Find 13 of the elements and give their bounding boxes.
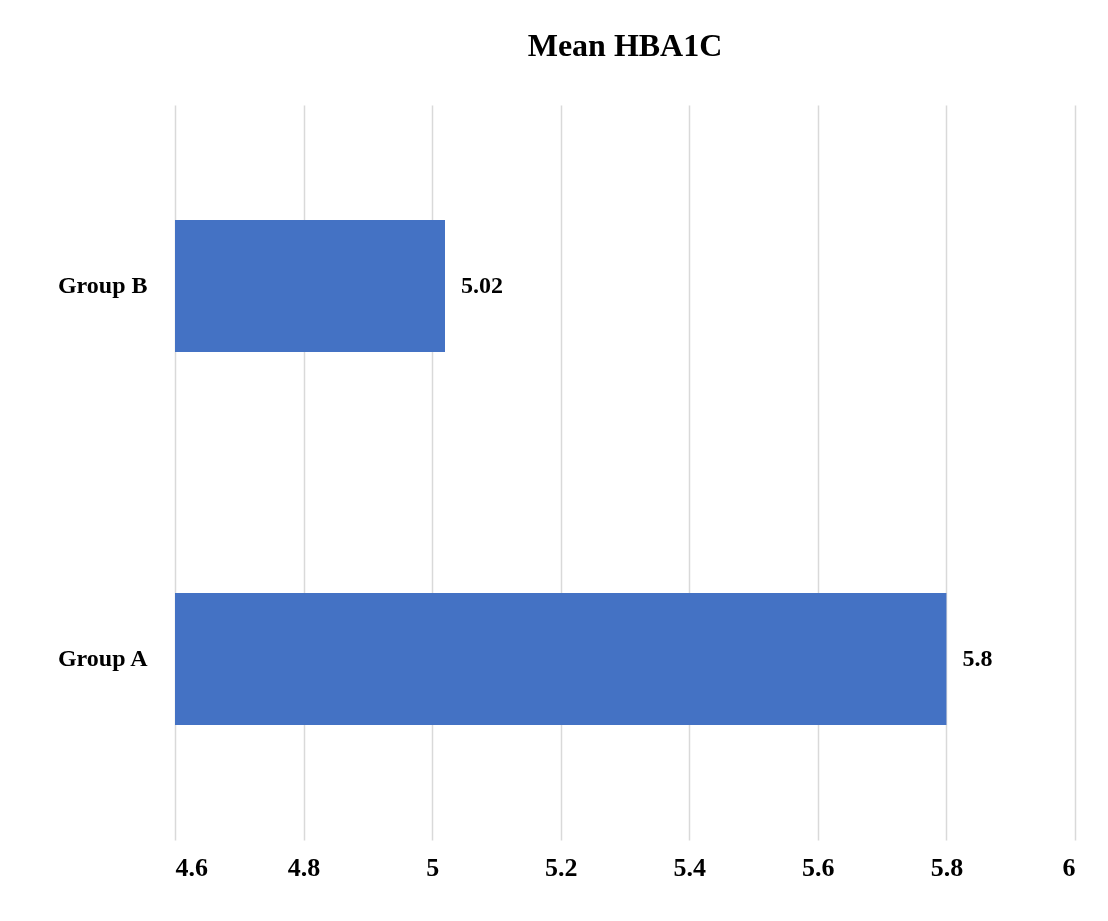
x-tick-label: 5 xyxy=(426,852,440,882)
y-tick-label: Group A xyxy=(57,645,149,672)
x-tick-label: 5.8 xyxy=(930,852,964,882)
x-tick-label: 5.2 xyxy=(544,852,578,882)
data-label: 5.02 xyxy=(461,271,503,298)
x-tick-label: 5.4 xyxy=(673,852,707,882)
data-label: 5.8 xyxy=(962,645,993,672)
x-tick-label: 6 xyxy=(1062,852,1076,882)
x-tick-label: 5.6 xyxy=(802,852,835,882)
x-tick-label: 4.8 xyxy=(287,852,321,882)
x-tick-label: 4.6 xyxy=(175,852,208,882)
chart-title: Mean HBA1C xyxy=(527,27,723,63)
y-tick-label: Group B xyxy=(57,271,148,298)
